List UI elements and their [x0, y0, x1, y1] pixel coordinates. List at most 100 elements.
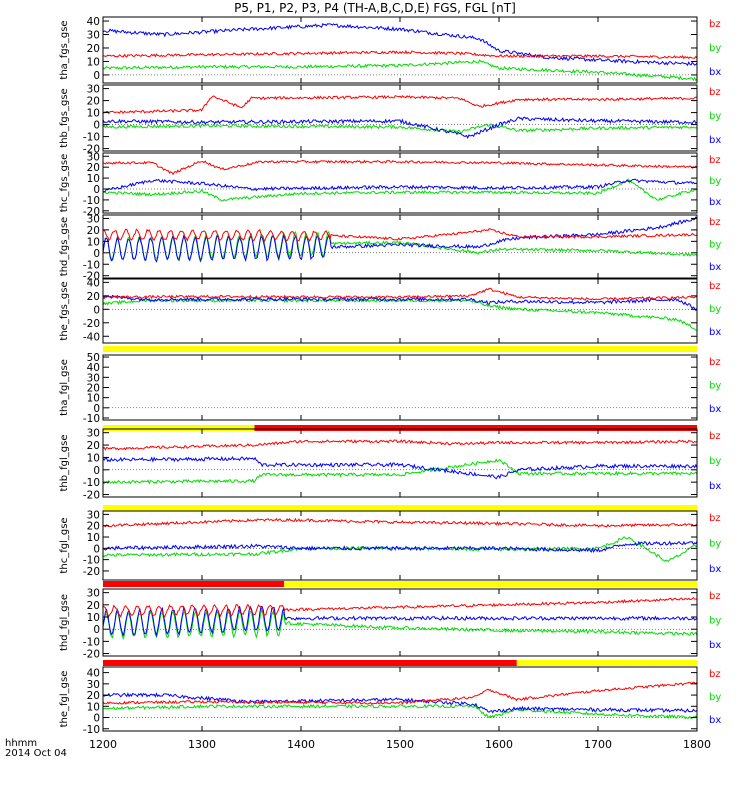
y-tick-label: 10 — [87, 236, 100, 248]
legend-bx: bx — [709, 640, 721, 651]
y-tick-label: -20 — [83, 206, 100, 218]
series-by-0 — [102, 59, 698, 82]
series-bx-2 — [102, 178, 698, 193]
series-bz-1 — [102, 94, 697, 115]
legend-bz: bz — [709, 591, 721, 602]
y-tick-label: 0 — [93, 624, 100, 636]
legend-bx: bx — [709, 564, 721, 575]
y-tick-label: 30 — [87, 428, 100, 440]
legend-bz: bz — [709, 217, 721, 228]
y-tick-label: 40 — [87, 668, 100, 680]
y-tick-label: -20 — [83, 566, 100, 578]
y-tick-label: 20 — [87, 96, 100, 108]
y-tick-label: 10 — [87, 393, 100, 405]
panel-frame-5 — [102, 354, 698, 421]
y-tick-label: 30 — [87, 30, 100, 42]
series-bx-0 — [102, 22, 698, 67]
y-axis-label: thd_fgl_gse — [59, 594, 70, 651]
series-bx-4 — [102, 294, 698, 312]
y-tick-label: 0 — [93, 403, 100, 415]
x-tick-label: 1600 — [485, 738, 513, 751]
y-tick-label: 50 — [87, 352, 100, 364]
legend-bx: bx — [709, 262, 721, 273]
legend-by: by — [709, 43, 721, 54]
flag-bar-9-0 — [103, 660, 517, 666]
y-axis-label: the_fgs_gse — [59, 281, 70, 340]
y-tick-label: 10 — [87, 612, 100, 624]
legend-bx: bx — [709, 197, 721, 208]
y-tick-label: 30 — [87, 84, 100, 96]
series-bx-7 — [102, 540, 698, 553]
series-by-9 — [102, 703, 698, 720]
legend-by: by — [709, 616, 721, 627]
panel-frame-7 — [102, 510, 698, 581]
y-tick-label: -10 — [83, 477, 100, 489]
flag-bar-5-0 — [103, 346, 697, 352]
x-tick-label: 1700 — [584, 738, 612, 751]
x-tick-label: 1800 — [683, 738, 711, 751]
series-bx-3 — [102, 216, 698, 263]
flag-bar-8-0 — [103, 581, 285, 587]
y-tick-label: 30 — [87, 151, 100, 163]
x-tick-label: 1300 — [188, 738, 216, 751]
y-tick-label: -10 — [83, 132, 100, 144]
series-by-8 — [102, 609, 698, 641]
y-tick-label: 0 — [93, 543, 100, 555]
panel-frame-1 — [102, 84, 698, 152]
y-tick-label: -10 — [83, 724, 100, 736]
y-axis-label: thb_fgl_gse — [59, 435, 70, 492]
y-tick-label: 20 — [87, 600, 100, 612]
y-tick-label: 40 — [87, 16, 100, 28]
legend-bz: bz — [709, 431, 721, 442]
y-tick-label: 20 — [87, 440, 100, 452]
legend-by: by — [709, 692, 721, 703]
legend-by: by — [709, 539, 721, 550]
flag-bar-6-0 — [103, 425, 255, 431]
legend-bx: bx — [709, 715, 721, 726]
y-tick-label: 10 — [87, 173, 100, 185]
series-bx-6 — [102, 455, 698, 480]
y-tick-label: 10 — [87, 56, 100, 68]
y-tick-label: 0 — [93, 304, 100, 316]
y-tick-label: 40 — [87, 277, 100, 289]
series-bz-6 — [102, 439, 698, 451]
legend-by: by — [709, 304, 721, 315]
legend-bz: bz — [709, 87, 721, 98]
x-tick-label: 1500 — [386, 738, 414, 751]
y-tick-label: 20 — [87, 690, 100, 702]
legend-bx: bx — [709, 135, 721, 146]
series-by-4 — [102, 298, 698, 331]
series-bx-1 — [102, 116, 698, 139]
flag-bar-6-1 — [254, 425, 697, 431]
y-tick-label: 0 — [93, 70, 100, 82]
y-tick-label: 30 — [87, 679, 100, 691]
y-tick-label: -10 — [83, 636, 100, 648]
legend-bz: bz — [709, 281, 721, 292]
y-tick-label: 40 — [87, 362, 100, 374]
y-tick-label: -10 — [83, 195, 100, 207]
y-axis-label: thc_fgl_gse — [59, 517, 70, 573]
y-tick-label: 30 — [87, 509, 100, 521]
y-tick-label: 30 — [87, 588, 100, 600]
panel-frame-4 — [102, 278, 698, 344]
legend-by: by — [709, 176, 721, 187]
y-tick-label: 10 — [87, 108, 100, 120]
y-tick-label: -20 — [83, 318, 100, 330]
y-tick-label: 20 — [87, 225, 100, 237]
y-axis-label: tha_fgs_gse — [59, 20, 70, 79]
y-tick-label: 0 — [93, 713, 100, 725]
y-tick-label: 0 — [93, 248, 100, 260]
footer-date: 2014 Oct 04 — [5, 748, 67, 759]
flag-bar-9-1 — [516, 660, 697, 666]
y-tick-label: -20 — [83, 649, 100, 661]
legend-bz: bz — [709, 357, 721, 368]
legend-bz: bz — [709, 669, 721, 680]
legend-by: by — [709, 240, 721, 251]
y-tick-label: 30 — [87, 213, 100, 225]
series-by-2 — [102, 178, 698, 202]
y-tick-label: 20 — [87, 383, 100, 395]
legend-bz: bz — [709, 19, 721, 30]
x-tick-label: 1400 — [287, 738, 315, 751]
legend-by: by — [709, 111, 721, 122]
series-bz-3 — [102, 228, 698, 243]
